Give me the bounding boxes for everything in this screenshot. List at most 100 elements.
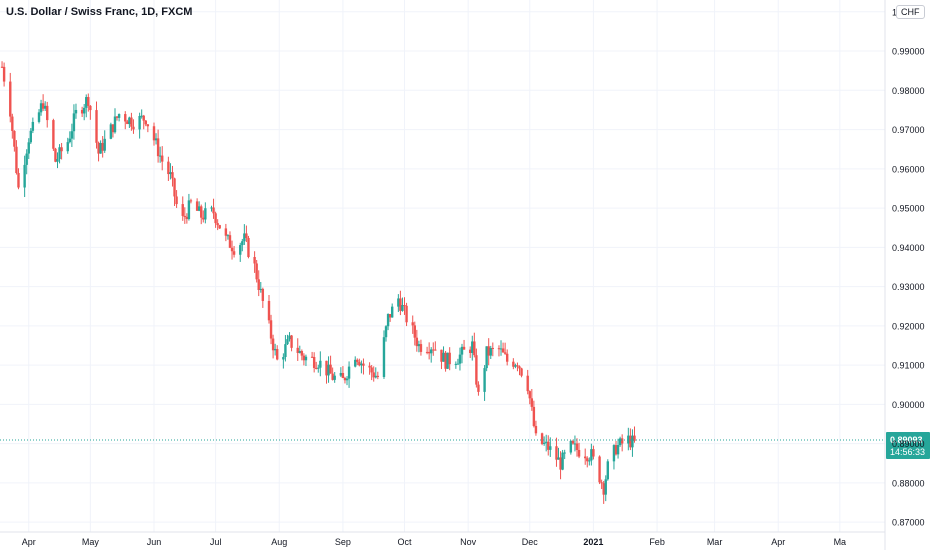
candle-down <box>415 337 419 347</box>
candle-down <box>232 251 236 255</box>
currency-badge[interactable]: CHF <box>896 5 925 19</box>
candle-up <box>109 124 113 139</box>
candle-down <box>600 482 603 484</box>
x-tick-label: Jul <box>210 537 222 547</box>
candle-down <box>411 322 414 326</box>
candle-down <box>491 347 495 349</box>
candle-down <box>487 346 490 356</box>
candle-up <box>85 97 88 108</box>
candle-up <box>347 366 351 379</box>
candle-up <box>169 172 172 175</box>
candle-up <box>99 142 102 154</box>
candle-down <box>218 225 221 229</box>
y-tick-label: 0.98000 <box>892 86 925 96</box>
candle-down <box>181 204 184 216</box>
candle-down <box>296 347 299 353</box>
candle-down <box>228 235 232 248</box>
y-tick-label: 0.88000 <box>892 478 925 488</box>
candle-up <box>514 365 517 367</box>
y-tick-label: 0.89000 <box>892 439 925 449</box>
candle-up <box>187 200 191 220</box>
candle-down <box>80 109 84 114</box>
candle-down <box>173 178 176 197</box>
candle-up <box>569 441 573 453</box>
candle-down <box>425 351 429 353</box>
candle-up <box>386 313 390 327</box>
candle-up <box>319 360 322 368</box>
y-tick-label: 0.99000 <box>892 47 925 57</box>
candle-down <box>276 348 279 360</box>
candle-down <box>89 105 92 111</box>
candle-down <box>434 349 437 351</box>
candle-up <box>456 363 460 365</box>
candle-up <box>631 435 634 448</box>
candle-down <box>512 361 515 367</box>
candle-up <box>138 115 141 130</box>
candle-up <box>382 337 386 377</box>
candle-up <box>442 352 445 362</box>
symbol-title: U.S. Dollar / Swiss Franc, 1D, FXCM <box>6 6 193 18</box>
candle-down <box>356 359 359 362</box>
candle-down <box>290 335 293 348</box>
y-tick-label: 0.90000 <box>892 400 925 410</box>
x-tick-label: Jun <box>147 537 162 547</box>
candle-down <box>362 363 365 366</box>
y-tick-label: 0.92000 <box>892 321 925 331</box>
candle-up <box>460 346 464 355</box>
candle-down <box>547 441 550 450</box>
candle-up <box>82 107 86 114</box>
candle-up <box>417 344 421 347</box>
candle-down <box>358 361 361 366</box>
candle-down <box>230 247 234 252</box>
candle-down <box>419 344 423 352</box>
candle-up <box>70 131 74 139</box>
y-tick-label: 0.96000 <box>892 164 925 174</box>
candle-down <box>253 256 256 264</box>
candle-up <box>489 347 492 356</box>
candle-down <box>216 223 219 226</box>
candle-down <box>586 458 589 462</box>
candle-up <box>72 113 76 132</box>
candle-up <box>454 363 458 365</box>
candle-down <box>144 120 147 125</box>
candle-up <box>557 457 560 460</box>
last-price-label: 0.89093 <box>890 435 923 445</box>
candle-down <box>559 457 562 470</box>
x-tick-label: Oct <box>398 537 413 547</box>
candle-down <box>161 155 164 162</box>
bar-countdown-label: 14:56:33 <box>890 447 925 457</box>
candle-up <box>286 339 289 345</box>
candle-down <box>520 368 523 376</box>
candle-up <box>140 115 143 117</box>
candle-down <box>475 355 478 385</box>
candle-down <box>503 352 507 354</box>
candle-up <box>226 235 230 237</box>
candle-up <box>113 116 117 133</box>
candle-up <box>128 117 131 125</box>
candle-up <box>31 121 35 131</box>
candle-up <box>66 142 69 152</box>
candle-down <box>620 438 624 444</box>
candle-down <box>310 356 314 358</box>
candle-up <box>241 241 244 246</box>
candle-up <box>627 435 630 444</box>
candle-down <box>372 372 375 378</box>
candle-down <box>399 298 402 311</box>
candle-down <box>185 216 189 220</box>
candle-down <box>245 233 248 238</box>
candle-down <box>614 445 618 455</box>
candle-up <box>27 142 30 154</box>
candle-down <box>516 365 519 367</box>
candle-up <box>333 375 336 380</box>
candle-down <box>97 142 100 154</box>
candle-down <box>195 201 199 211</box>
candle-down <box>497 348 501 350</box>
candle-down <box>171 172 174 179</box>
candle-down <box>132 126 135 130</box>
candle-up <box>345 378 349 381</box>
candle-up <box>298 351 301 353</box>
candle-down <box>152 126 156 141</box>
candle-down <box>315 367 318 369</box>
